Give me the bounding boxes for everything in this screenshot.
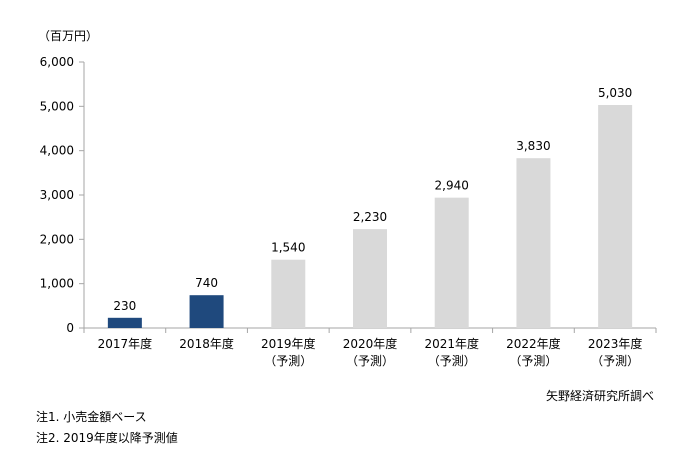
data-label: 2,940	[435, 179, 469, 193]
x-category-label: 2019年度	[261, 336, 316, 351]
y-tick-label: 0	[66, 321, 74, 335]
y-axis-unit-label: （百万円）	[38, 29, 99, 43]
x-category-label: 2022年度	[506, 336, 561, 351]
y-tick-label: 5,000	[40, 99, 74, 113]
x-category-label: 2020年度	[343, 336, 398, 351]
bar	[189, 295, 224, 328]
y-tick-label: 3,000	[40, 188, 74, 202]
y-tick-label: 6,000	[40, 55, 74, 69]
x-category-label: 2018年度	[179, 336, 234, 351]
bar	[353, 229, 387, 328]
bar	[107, 317, 142, 328]
data-label: 230	[113, 299, 136, 313]
data-label: 2,230	[353, 210, 387, 224]
footnote-1: 注1. 小売金額ベース	[36, 410, 147, 424]
x-category-label: （予測）	[428, 354, 476, 368]
x-category-label: （予測）	[346, 354, 394, 368]
bar	[271, 259, 306, 328]
y-tick-label: 4,000	[40, 144, 74, 158]
footnote-2: 注2. 2019年度以降予測値	[36, 431, 178, 445]
bar	[516, 158, 551, 328]
bar	[598, 105, 633, 329]
y-tick-label: 2,000	[40, 232, 74, 246]
y-tick-label: 1,000	[40, 277, 74, 291]
data-label: 740	[195, 276, 218, 290]
source-credit: 矢野経済研究所調べ	[545, 389, 654, 403]
x-category-label: （予測）	[509, 354, 557, 368]
bar	[434, 197, 469, 328]
x-category-label: （予測）	[591, 354, 639, 368]
data-label: 3,830	[516, 139, 550, 153]
x-category-label: 2017年度	[98, 336, 153, 351]
x-category-label: （予測）	[264, 354, 312, 368]
x-category-label: 2023年度	[588, 336, 643, 351]
data-label: 1,540	[271, 241, 305, 255]
data-label: 5,030	[598, 86, 632, 100]
x-category-label: 2021年度	[424, 336, 479, 351]
